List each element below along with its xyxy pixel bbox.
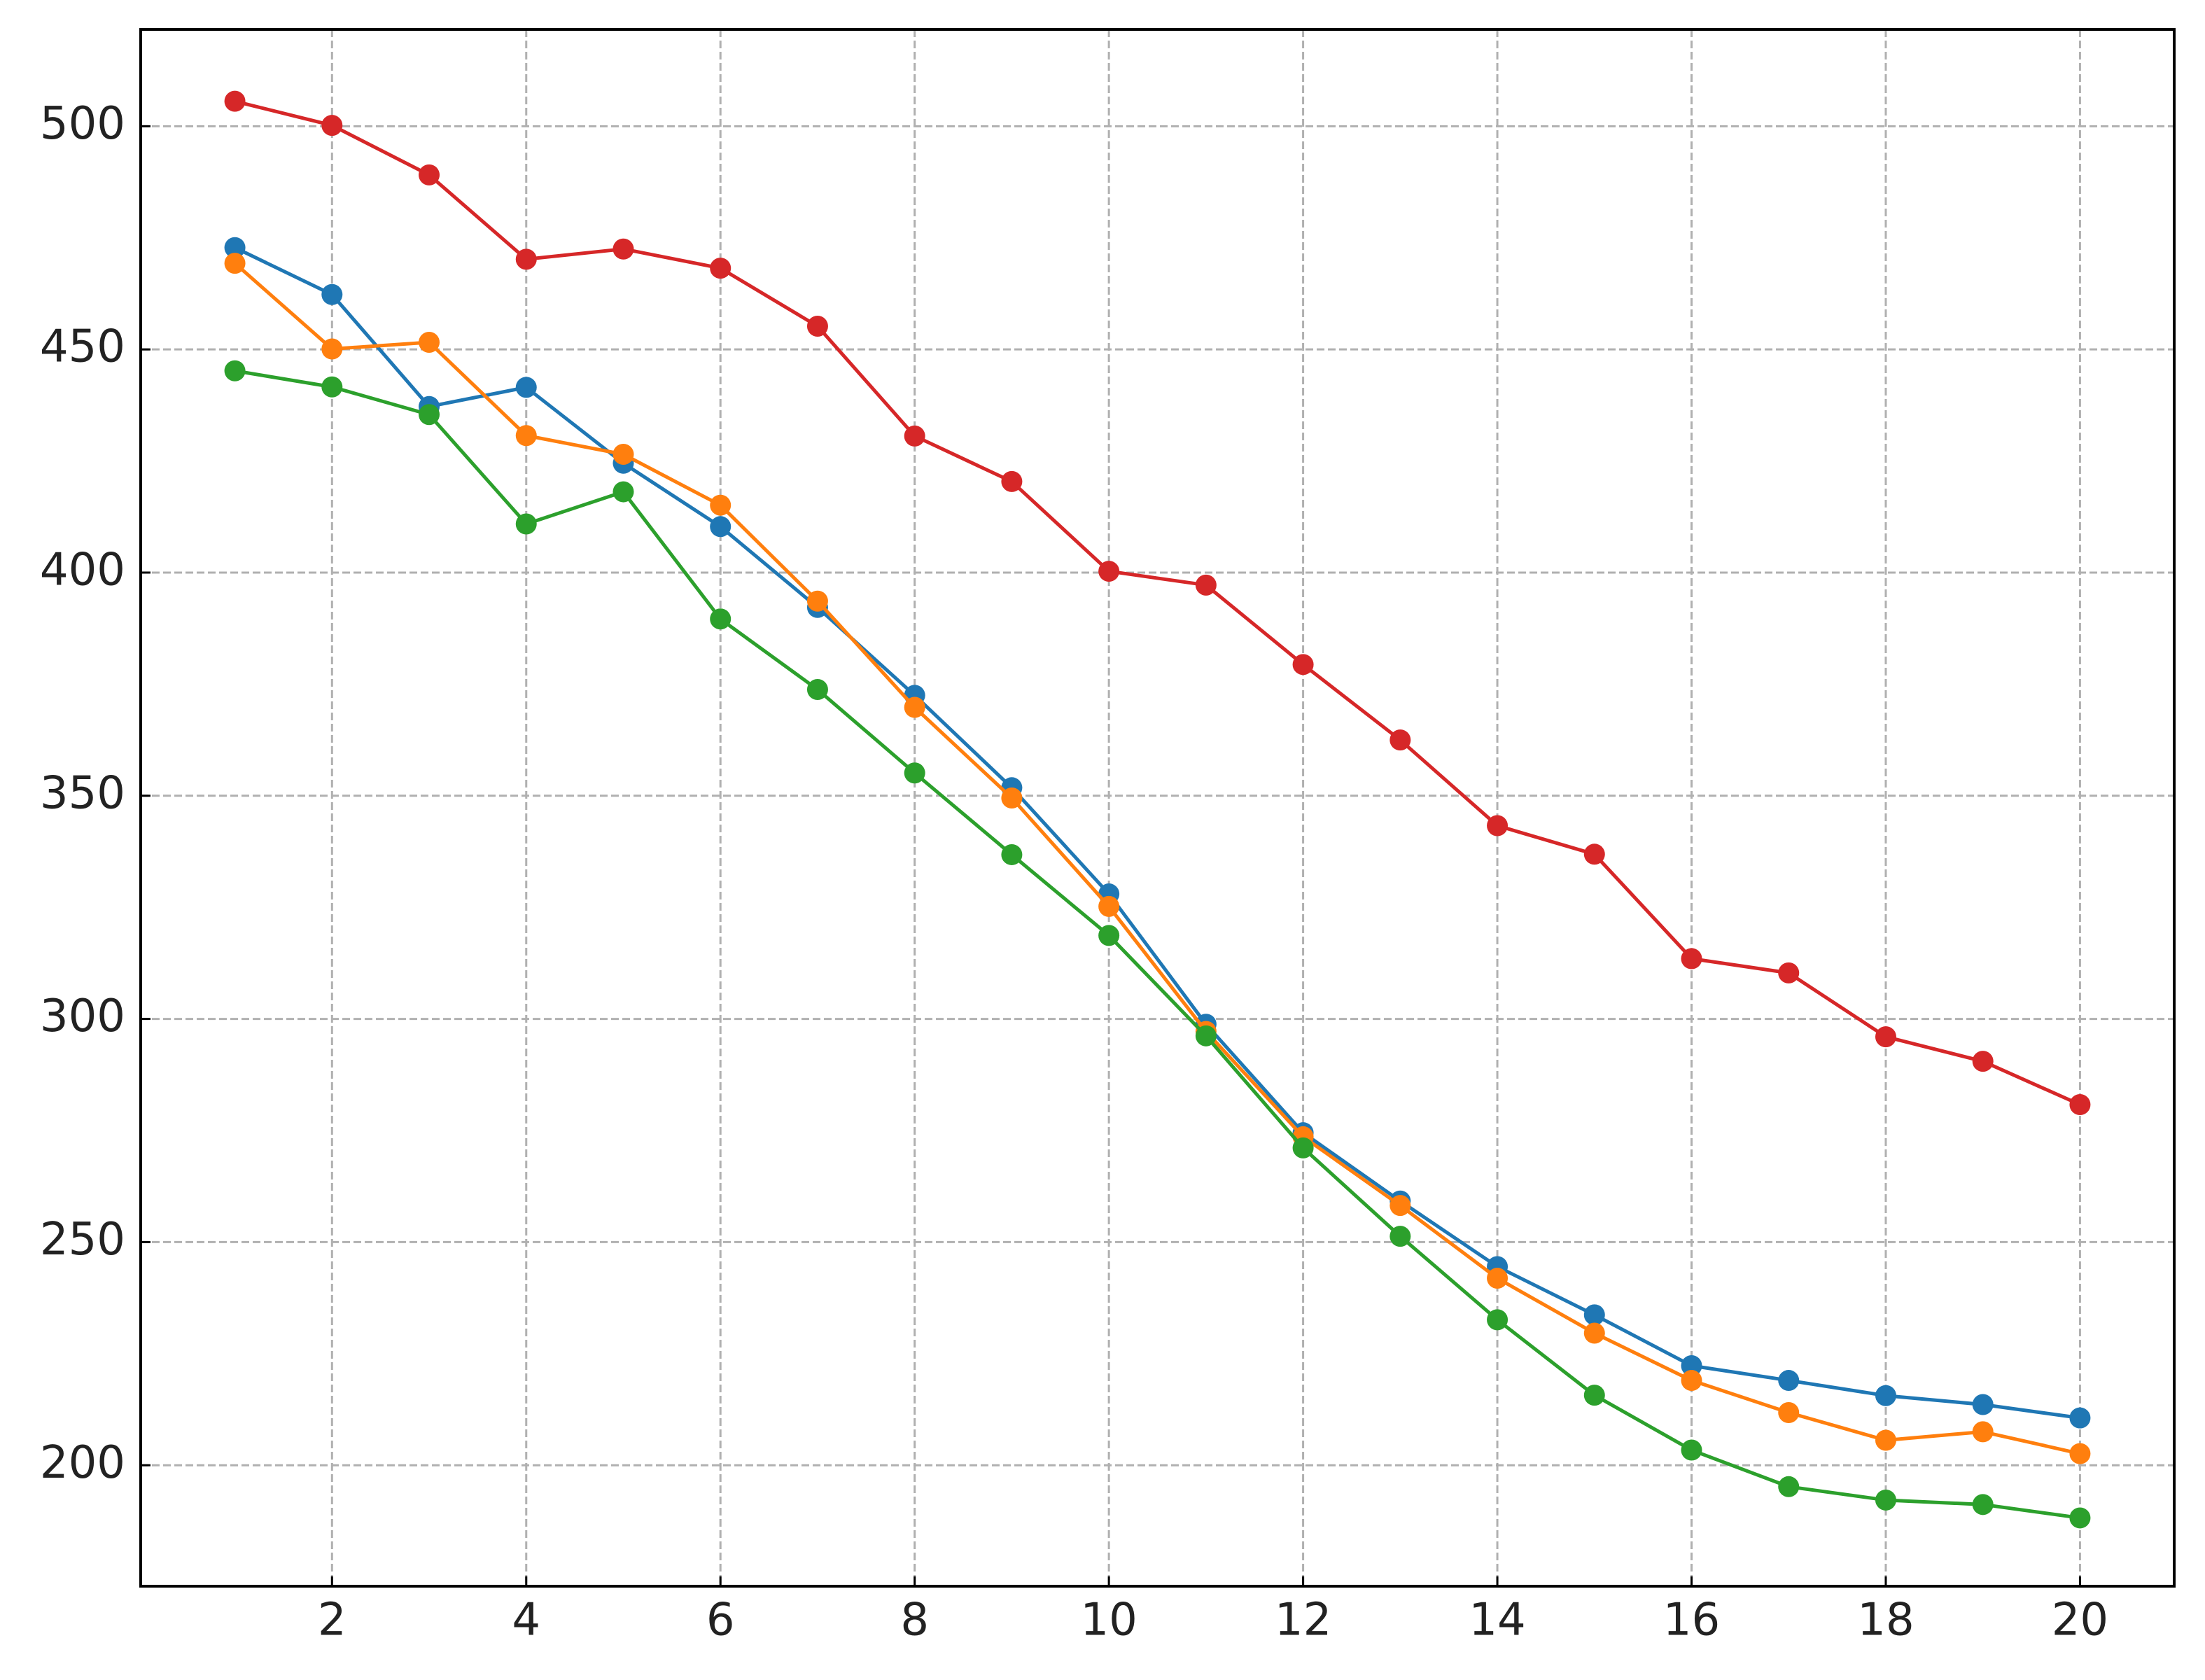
marker bbox=[2069, 1407, 2091, 1429]
marker bbox=[515, 425, 537, 447]
marker bbox=[1583, 1385, 1605, 1406]
marker bbox=[1875, 1489, 1896, 1511]
y-tick-label: 300 bbox=[40, 990, 125, 1042]
marker bbox=[1972, 1421, 1994, 1443]
marker bbox=[1098, 925, 1120, 946]
y-tick-label: 500 bbox=[40, 98, 125, 150]
marker bbox=[419, 404, 440, 426]
marker bbox=[904, 696, 925, 718]
marker bbox=[1778, 962, 1800, 983]
marker bbox=[1778, 1476, 1800, 1497]
marker bbox=[612, 238, 634, 260]
marker bbox=[1390, 729, 1411, 751]
marker bbox=[224, 360, 246, 382]
marker bbox=[904, 425, 925, 447]
x-tick-label: 10 bbox=[1080, 1595, 1137, 1646]
y-tick-label: 250 bbox=[40, 1214, 125, 1266]
marker bbox=[1487, 1268, 1508, 1289]
marker bbox=[515, 248, 537, 270]
x-tick-label: 8 bbox=[900, 1595, 929, 1646]
marker bbox=[224, 237, 246, 258]
marker bbox=[1001, 787, 1023, 808]
marker bbox=[1001, 844, 1023, 865]
marker bbox=[1875, 1429, 1896, 1451]
marker bbox=[806, 679, 828, 701]
marker bbox=[1875, 1385, 1896, 1406]
marker bbox=[1098, 561, 1120, 582]
marker bbox=[1292, 654, 1314, 676]
x-tick-label: 20 bbox=[2052, 1595, 2108, 1646]
marker bbox=[1001, 470, 1023, 492]
series-line bbox=[234, 369, 2080, 1520]
marker bbox=[224, 253, 246, 274]
marker bbox=[419, 164, 440, 186]
marker bbox=[2069, 1443, 2091, 1464]
marker bbox=[2069, 1507, 2091, 1529]
marker bbox=[1583, 1322, 1605, 1344]
x-tick-label: 6 bbox=[706, 1595, 735, 1646]
marker bbox=[1681, 1355, 1702, 1377]
marker bbox=[1778, 1370, 1800, 1392]
plot-frame bbox=[139, 28, 2176, 1588]
marker bbox=[710, 516, 732, 538]
marker bbox=[515, 513, 537, 535]
x-tick-label: 18 bbox=[1857, 1595, 1914, 1646]
marker bbox=[1681, 1370, 1702, 1392]
marker bbox=[1875, 1026, 1896, 1048]
marker bbox=[612, 444, 634, 465]
y-tick-label: 350 bbox=[40, 767, 125, 819]
marker bbox=[1583, 844, 1605, 865]
marker bbox=[321, 338, 343, 360]
y-tick-label: 400 bbox=[40, 545, 125, 596]
marker bbox=[1583, 1304, 1605, 1326]
marker bbox=[806, 590, 828, 612]
marker bbox=[710, 258, 732, 279]
marker bbox=[1972, 1051, 1994, 1072]
marker bbox=[1195, 1025, 1217, 1046]
marker bbox=[1972, 1494, 1994, 1516]
marker bbox=[1487, 1309, 1508, 1331]
marker bbox=[321, 115, 343, 136]
series-line bbox=[234, 246, 2080, 1420]
x-tick-label: 4 bbox=[512, 1595, 540, 1646]
series-line bbox=[233, 262, 2080, 1456]
marker bbox=[321, 376, 343, 398]
marker bbox=[1681, 948, 1702, 969]
marker bbox=[612, 481, 634, 503]
marker bbox=[2069, 1094, 2091, 1116]
marker bbox=[1778, 1401, 1800, 1423]
marker bbox=[710, 494, 732, 516]
marker bbox=[1487, 815, 1508, 836]
marker bbox=[515, 377, 537, 398]
marker bbox=[224, 90, 246, 112]
x-tick-label: 2 bbox=[318, 1595, 346, 1646]
marker bbox=[1972, 1394, 1994, 1415]
marker bbox=[1195, 574, 1217, 596]
marker bbox=[904, 762, 925, 784]
marker bbox=[419, 331, 440, 353]
marker bbox=[1390, 1226, 1411, 1247]
x-tick-label: 14 bbox=[1469, 1595, 1525, 1646]
x-tick-label: 12 bbox=[1275, 1595, 1331, 1646]
marker bbox=[1292, 1137, 1314, 1158]
x-tick-label: 16 bbox=[1663, 1595, 1720, 1646]
marker bbox=[321, 284, 343, 305]
marker bbox=[1098, 895, 1120, 917]
marker bbox=[806, 316, 828, 337]
marker bbox=[1390, 1195, 1411, 1217]
y-tick-label: 200 bbox=[40, 1437, 125, 1489]
marker bbox=[710, 608, 732, 630]
series-line bbox=[234, 99, 2081, 1107]
y-tick-label: 450 bbox=[40, 321, 125, 373]
marker bbox=[1681, 1439, 1702, 1461]
